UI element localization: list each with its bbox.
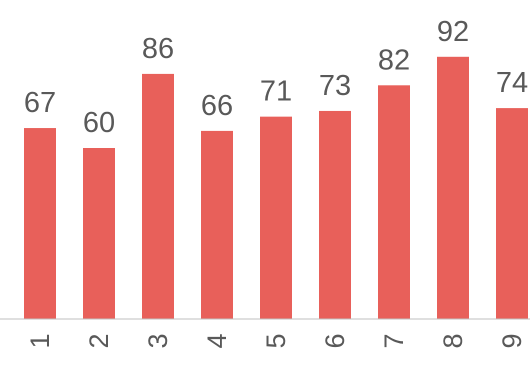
x-tick-label-8: 8 [438, 333, 468, 348]
x-tick-label-6: 6 [320, 333, 350, 348]
value-label-4: 66 [201, 90, 233, 122]
bar-8 [437, 56, 469, 320]
value-label-8: 92 [437, 16, 469, 48]
bar-9 [496, 108, 528, 319]
bar-7 [378, 85, 410, 319]
value-labels-group: 67 60 86 66 71 73 82 92 74 [24, 16, 528, 139]
x-tick-label-4: 4 [202, 333, 232, 348]
bars-group [24, 56, 528, 320]
value-label-9: 74 [496, 67, 528, 99]
x-tick-label-5: 5 [261, 333, 291, 348]
value-label-5: 71 [260, 76, 292, 108]
bar-5 [260, 116, 292, 320]
bar-1 [24, 128, 56, 319]
bar-2 [83, 148, 115, 319]
bar-4 [201, 130, 233, 319]
x-tick-label-1: 1 [25, 333, 55, 348]
x-tick-label-7: 7 [379, 333, 409, 348]
bar-6 [319, 110, 351, 319]
x-tick-labels-group: 1 2 3 4 5 6 7 8 9 [25, 333, 527, 348]
value-label-2: 60 [83, 107, 115, 139]
value-label-3: 86 [142, 33, 174, 65]
x-tick-label-3: 3 [143, 333, 173, 348]
bar-3 [142, 73, 174, 320]
x-tick-label-9: 9 [497, 333, 527, 348]
value-label-7: 82 [378, 44, 410, 76]
x-tick-label-2: 2 [84, 333, 114, 348]
value-label-6: 73 [319, 70, 351, 102]
value-label-1: 67 [24, 87, 56, 119]
